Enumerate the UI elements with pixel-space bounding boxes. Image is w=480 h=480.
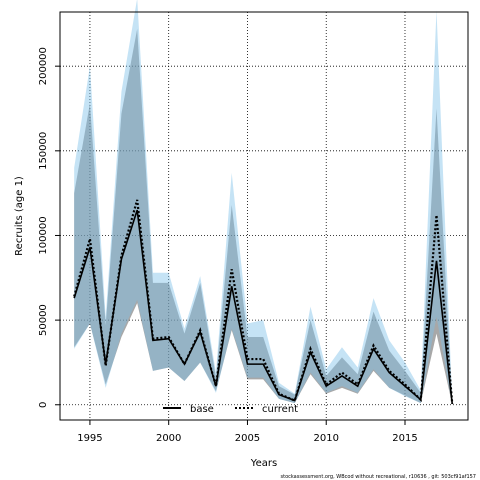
series-lines bbox=[73, 199, 454, 405]
band-base bbox=[74, 28, 453, 405]
y-tick-label: 150000 bbox=[38, 132, 49, 170]
legend: base current bbox=[163, 404, 298, 415]
y-axis-title: Recruits (age 1) bbox=[14, 176, 25, 256]
footnote: stockassessment.org, WBcod without recre… bbox=[281, 474, 477, 480]
y-tick-label: 0 bbox=[38, 402, 49, 408]
y-axis: 0 50000 100000 150000 200000 bbox=[38, 47, 60, 408]
band-current bbox=[74, 0, 453, 405]
legend-label-base: base bbox=[190, 404, 214, 415]
legend-label-current: current bbox=[262, 404, 298, 415]
x-axis: 1995 2000 2005 2010 2015 bbox=[77, 420, 418, 444]
y-tick-label: 50000 bbox=[38, 304, 49, 336]
x-tick-label: 2005 bbox=[235, 433, 260, 444]
x-tick-label: 1995 bbox=[77, 433, 102, 444]
y-tick-label: 100000 bbox=[38, 216, 49, 254]
x-tick-label: 2010 bbox=[313, 433, 338, 444]
line-current bbox=[73, 199, 454, 405]
confidence-bands bbox=[74, 0, 453, 405]
x-tick-label: 2000 bbox=[156, 433, 181, 444]
plot-area bbox=[59, 11, 469, 421]
y-tick-label: 200000 bbox=[38, 47, 49, 85]
line-base bbox=[73, 209, 454, 405]
x-axis-title: Years bbox=[250, 458, 277, 469]
x-tick-label: 2015 bbox=[392, 433, 417, 444]
